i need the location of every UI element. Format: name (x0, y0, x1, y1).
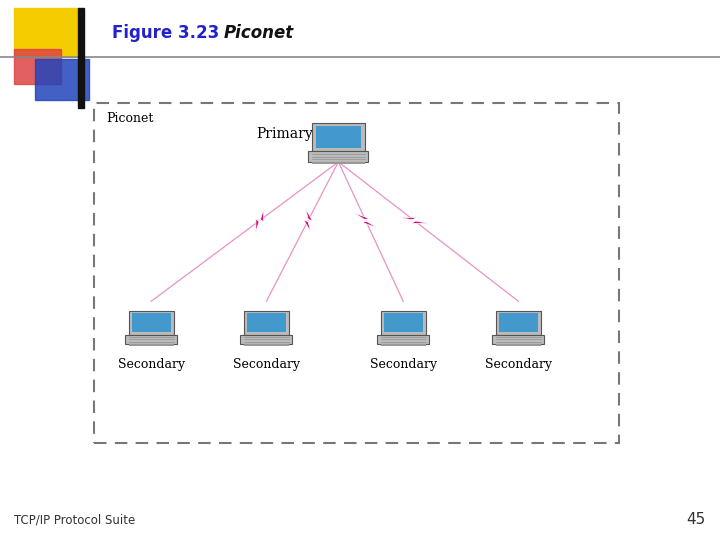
Bar (312, 162, 364, 164)
Text: Secondary: Secondary (117, 357, 185, 370)
Bar (495, 344, 541, 346)
Text: Piconet: Piconet (107, 112, 154, 125)
Bar (132, 313, 171, 332)
Bar (94, 103, 619, 443)
Bar (492, 335, 544, 344)
Bar (243, 310, 289, 335)
Bar (381, 310, 426, 335)
Bar (247, 313, 286, 332)
Bar (496, 310, 541, 335)
Bar (14, 8, 79, 57)
Text: 45: 45 (686, 511, 706, 526)
Bar (128, 310, 174, 335)
Text: Figure 3.23: Figure 3.23 (112, 24, 219, 43)
Bar (35, 59, 89, 100)
Bar (78, 8, 84, 108)
Bar (312, 123, 364, 151)
Bar (240, 335, 292, 344)
Text: TCP/IP Protocol Suite: TCP/IP Protocol Suite (14, 514, 135, 526)
Bar (128, 344, 174, 346)
Bar (14, 49, 61, 84)
Polygon shape (304, 208, 312, 232)
Polygon shape (399, 217, 429, 224)
Bar (377, 335, 429, 344)
Text: Secondary: Secondary (233, 357, 300, 370)
Polygon shape (354, 213, 378, 228)
Text: Primary: Primary (256, 127, 313, 141)
Polygon shape (256, 209, 264, 232)
Text: Secondary: Secondary (369, 357, 437, 370)
Bar (243, 344, 289, 346)
Bar (380, 344, 426, 346)
Bar (499, 313, 538, 332)
Bar (384, 313, 423, 332)
Text: Secondary: Secondary (485, 357, 552, 370)
Bar (316, 126, 361, 148)
Bar (125, 335, 177, 344)
Text: Piconet: Piconet (223, 24, 294, 43)
Bar (308, 151, 369, 162)
